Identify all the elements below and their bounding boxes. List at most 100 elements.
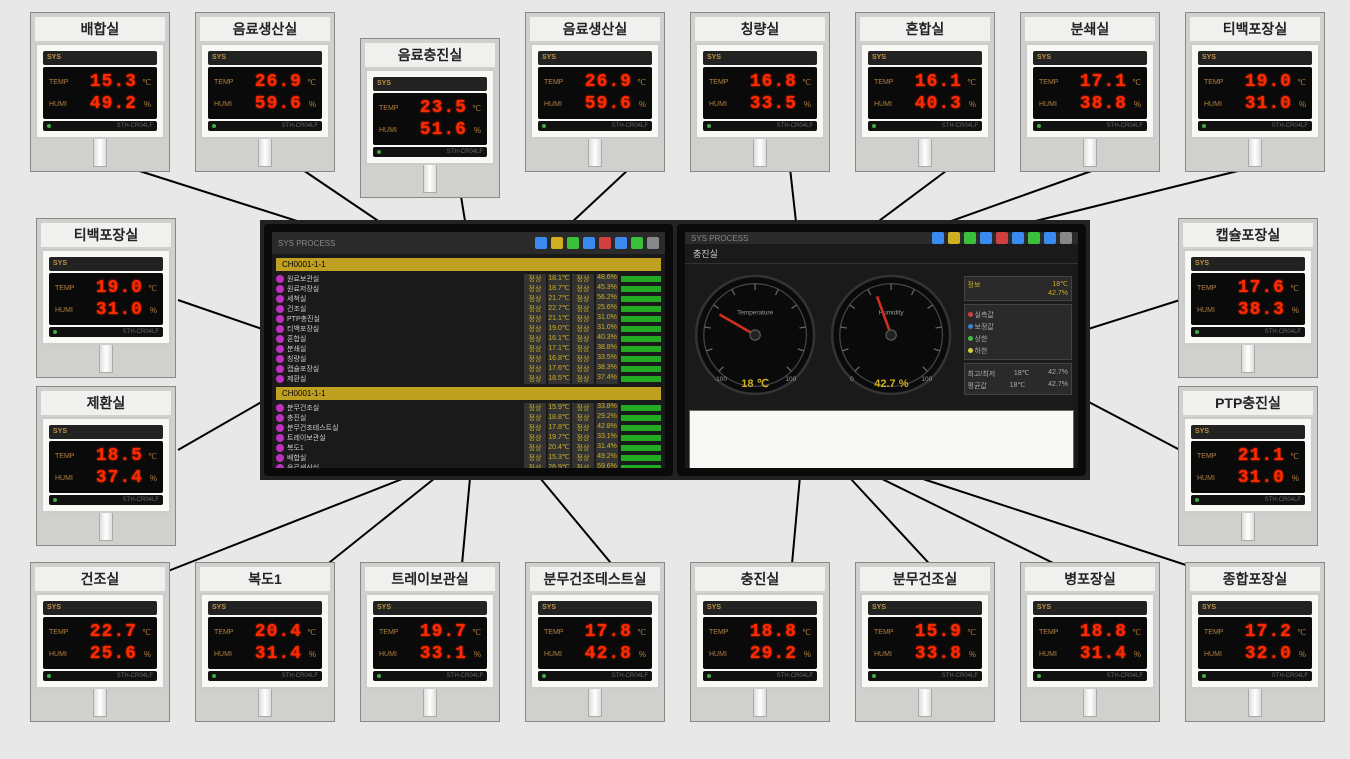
side-info-panel: 정보18℃ 42.7% 실측값보정값상한하한 최고/최저18℃42.7%평균값1… (964, 276, 1073, 395)
temp-unit: ℃ (137, 78, 151, 87)
temp-value: 18.8 (1059, 622, 1127, 642)
sensor-footer: STH-CR04LF (868, 121, 982, 131)
toolbar-icon[interactable] (567, 237, 579, 249)
humi-label: HUMI (1197, 475, 1217, 482)
zone-header-2: CH0001-1-1 (276, 387, 661, 400)
table-row: 분쇄실 정상17.1℃정상38.8% (276, 344, 661, 353)
humi-unit: % (137, 100, 151, 109)
humi-unit: % (137, 650, 151, 659)
toolbar-icon[interactable] (1044, 232, 1056, 244)
sensor-probe (1083, 689, 1097, 717)
temp-unit: ℃ (1285, 284, 1299, 293)
table-row: 분무건조테스트실 정상17.8℃정상42.8% (276, 423, 661, 432)
humi-label: HUMI (1197, 307, 1217, 314)
gauge-humi-value: 42.7 % (827, 378, 955, 390)
humi-label: HUMI (874, 651, 894, 658)
toolbar-icon[interactable] (535, 237, 547, 249)
temp-value: 16.1 (894, 72, 962, 92)
humi-value: 38.3 (1217, 300, 1285, 320)
humi-value: 31.4 (234, 644, 302, 664)
humi-label: HUMI (55, 307, 75, 314)
toolbar-icon[interactable] (1012, 232, 1024, 244)
table-row: 캡슐포장실 정상17.6℃정상38.3% (276, 364, 661, 373)
temp-value: 19.0 (75, 278, 143, 298)
gauge-humidity: Humidity 0 100 42.7 % (827, 270, 955, 400)
humi-unit: % (302, 650, 316, 659)
humi-value: 59.6 (234, 94, 302, 114)
table-row: 충진실 정상18.8℃정상29.2% (276, 413, 661, 422)
toolbar-icon[interactable] (551, 237, 563, 249)
temp-label: TEMP (1039, 79, 1059, 86)
temp-unit: ℃ (1127, 78, 1141, 87)
table-row: 세척실 정상21.7℃정상56.2% (276, 294, 661, 303)
monitor-left-toolbar: SYS PROCESS (272, 232, 665, 254)
temp-unit: ℃ (143, 452, 157, 461)
sensor-brand: SYS (208, 601, 322, 615)
sensor-brand: SYS (373, 77, 487, 91)
side-stats: 최고/최저18℃42.7%평균값18℃42.7% (964, 363, 1073, 395)
toolbar-icon[interactable] (631, 237, 643, 249)
table-row: 티백포장실 정상19.0℃정상31.0% (276, 324, 661, 333)
gauge-temp-value: 18 ℃ (691, 377, 819, 390)
temp-label: TEMP (709, 629, 729, 636)
toolbar-icon[interactable] (1028, 232, 1040, 244)
humi-unit: % (302, 100, 316, 109)
sensor-bottom-3: 분무건조테스트실 SYS TEMP 17.8 ℃ HUMI 42.8 % STH… (525, 562, 665, 722)
table-row: 제환실 정상18.5℃정상37.4% (276, 374, 661, 383)
sensor-footer: STH-CR04LF (373, 671, 487, 681)
temp-label: TEMP (55, 285, 75, 292)
sensor-probe (753, 689, 767, 717)
sensor-brand: SYS (703, 51, 817, 65)
humi-unit: % (962, 100, 976, 109)
humi-unit: % (632, 650, 646, 659)
sensor-probe (99, 513, 113, 541)
toolbar-icon[interactable] (615, 237, 627, 249)
toolbar-icon[interactable] (996, 232, 1008, 244)
toolbar-icon[interactable] (647, 237, 659, 249)
sensor-top-7: 티백포장실 SYS TEMP 19.0 ℃ HUMI 31.0 % STH-CR… (1185, 12, 1325, 172)
humi-value: 37.4 (75, 468, 143, 488)
humi-label: HUMI (1204, 651, 1224, 658)
temp-label: TEMP (1197, 285, 1217, 292)
sensor-footer: STH-CR04LF (43, 671, 157, 681)
humi-label: HUMI (1039, 651, 1059, 658)
temp-label: TEMP (49, 629, 69, 636)
humi-unit: % (1285, 306, 1299, 315)
sensor-top-4: 칭량실 SYS TEMP 16.8 ℃ HUMI 33.5 % STH-CR04… (690, 12, 830, 172)
humi-label: HUMI (1039, 101, 1059, 108)
toolbar-icon[interactable] (599, 237, 611, 249)
sensor-probe (1241, 513, 1255, 541)
toolbar-icon[interactable] (964, 232, 976, 244)
sensor-probe (1241, 345, 1255, 373)
sensor-footer: STH-CR04LF (208, 121, 322, 131)
monitor-right: SYS PROCESS 충진실 Temperature -100 100 (677, 224, 1086, 476)
toolbar-icon[interactable] (980, 232, 992, 244)
sensor-room-label: 트레이보관실 (365, 567, 495, 591)
sensor-brand: SYS (1033, 51, 1147, 65)
table-row: PTP충진실 정상21.1℃정상31.0% (276, 314, 661, 323)
toolbar-icon[interactable] (583, 237, 595, 249)
sensor-footer: STH-CR04LF (703, 671, 817, 681)
toolbar-icon[interactable] (932, 232, 944, 244)
table-row: 칭량실 정상16.8℃정상33.5% (276, 354, 661, 363)
temp-value: 20.4 (234, 622, 302, 642)
humi-unit: % (1292, 650, 1306, 659)
temp-value: 17.1 (1059, 72, 1127, 92)
sensor-brand: SYS (538, 51, 652, 65)
sensor-room-label: 음료생산실 (200, 17, 330, 41)
temp-value: 17.8 (564, 622, 632, 642)
sensor-probe (423, 689, 437, 717)
toolbar-icon[interactable] (948, 232, 960, 244)
humi-label: HUMI (1204, 101, 1224, 108)
sensor-footer: STH-CR04LF (49, 495, 163, 505)
table-row: 트레이보관실 정상19.7℃정상33.1% (276, 433, 661, 442)
sensor-bottom-1: 복도1 SYS TEMP 20.4 ℃ HUMI 31.4 % STH-CR04… (195, 562, 335, 722)
temp-value: 22.7 (69, 622, 137, 642)
humi-label: HUMI (214, 651, 234, 658)
side-header: 정보18℃ 42.7% (964, 276, 1073, 301)
toolbar-icon[interactable] (1060, 232, 1072, 244)
temp-value: 16.8 (729, 72, 797, 92)
table-row: 음료생산실 정상26.9℃정상59.6% (276, 463, 661, 468)
humi-value: 29.2 (729, 644, 797, 664)
sensor-probe (1248, 139, 1262, 167)
